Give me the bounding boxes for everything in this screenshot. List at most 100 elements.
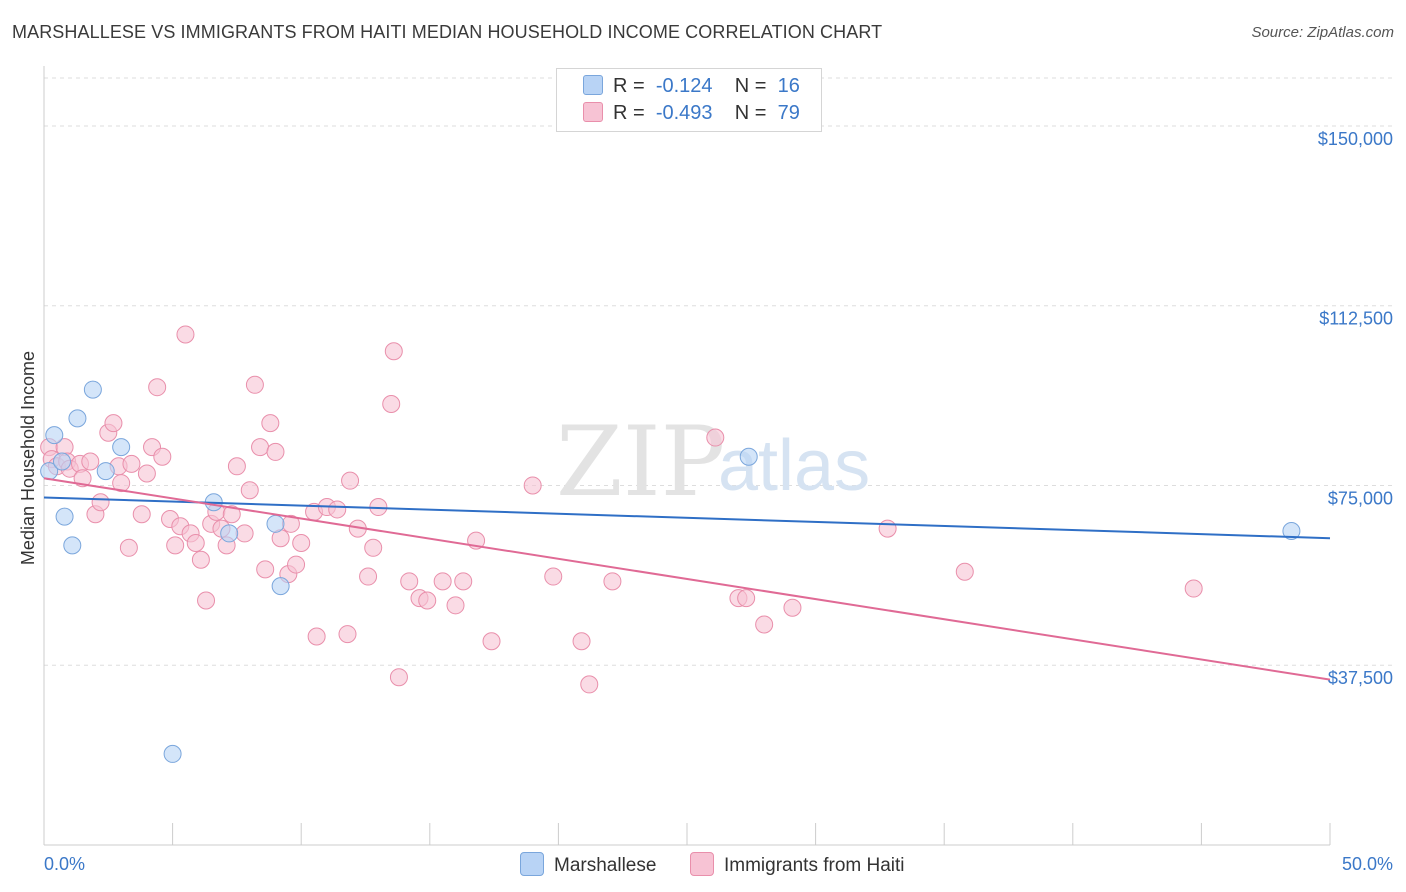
- trend-lines: [43, 477, 1331, 681]
- bottom-legend-label: Marshallese: [554, 855, 657, 876]
- legend-swatch-pink: [583, 102, 603, 122]
- y-tick-label: $75,000: [1328, 488, 1393, 508]
- point-marshallese: [163, 744, 182, 763]
- point-haiti: [307, 627, 326, 646]
- legend-row-marshallese: R = -0.124 N = 16: [583, 75, 800, 101]
- point-haiti: [338, 625, 357, 644]
- point-haiti: [544, 567, 563, 586]
- point-haiti: [104, 414, 123, 433]
- point-haiti: [1184, 579, 1203, 598]
- y-axis-title: Median Household Income: [18, 351, 38, 565]
- y-tick-label: $150,000: [1318, 129, 1393, 149]
- point-haiti: [222, 505, 241, 524]
- point-marshallese: [1282, 522, 1301, 541]
- data-points: [40, 325, 1301, 763]
- point-haiti: [523, 476, 542, 495]
- legend-r-label: R =: [613, 75, 645, 97]
- point-haiti: [384, 342, 403, 361]
- point-haiti: [73, 469, 92, 488]
- point-haiti: [251, 438, 270, 457]
- point-haiti: [256, 560, 275, 579]
- point-haiti: [482, 632, 501, 651]
- point-marshallese: [112, 438, 131, 457]
- legend-n-label: N =: [734, 75, 767, 97]
- axes: [43, 66, 1331, 846]
- axis-labels: $37,500 $75,000 $112,500 $150,000 0.0% 50.0% M…: [18, 129, 1393, 874]
- point-marshallese: [83, 380, 102, 399]
- chart-title: MARSHALLESE VS IMMIGRANTS FROM HAITI MED…: [12, 22, 883, 42]
- point-haiti: [706, 428, 725, 447]
- point-haiti: [81, 452, 100, 471]
- point-haiti: [737, 589, 756, 608]
- x-tick-label: 0.0%: [44, 854, 85, 874]
- legend-r-label: R =: [613, 102, 645, 124]
- legend-r-value: -0.493: [655, 102, 713, 124]
- point-haiti: [341, 471, 360, 490]
- point-haiti: [166, 536, 185, 555]
- point-marshallese: [68, 409, 87, 428]
- point-marshallese: [739, 447, 758, 466]
- source-label: Source: ZipAtlas.com: [1251, 24, 1394, 41]
- legend-row-haiti: R = -0.493 N = 79: [583, 102, 800, 128]
- point-marshallese: [266, 514, 285, 533]
- point-haiti: [755, 615, 774, 634]
- point-haiti: [235, 524, 254, 543]
- point-haiti: [176, 325, 195, 344]
- point-marshallese: [220, 524, 239, 543]
- point-haiti: [112, 474, 131, 493]
- grid-lines: [44, 77, 1395, 666]
- watermark: ZIP atlas: [556, 406, 870, 518]
- trend-line-marshallese: [43, 496, 1331, 540]
- legend-n-label: N =: [734, 102, 767, 124]
- watermark-zip: ZIP: [556, 406, 725, 518]
- point-marshallese: [55, 507, 74, 526]
- point-haiti: [364, 538, 383, 557]
- point-haiti: [186, 533, 205, 552]
- bottom-legend-marshallese[interactable]: Marshallese: [520, 852, 656, 877]
- point-haiti: [328, 500, 347, 519]
- point-haiti: [783, 598, 802, 617]
- bottom-legend-swatch-blue: [520, 852, 544, 876]
- x-tick-label: 50.0%: [1342, 854, 1393, 874]
- point-haiti: [240, 481, 259, 500]
- y-tick-label: $37,500: [1328, 668, 1393, 688]
- point-haiti: [400, 572, 419, 591]
- point-haiti: [446, 596, 465, 615]
- point-haiti: [955, 562, 974, 581]
- point-haiti: [137, 464, 156, 483]
- y-tick-label: $112,500: [1319, 309, 1393, 329]
- point-marshallese: [271, 577, 290, 596]
- point-haiti: [292, 533, 311, 552]
- point-haiti: [418, 591, 437, 610]
- point-haiti: [359, 567, 378, 586]
- legend-n-value: 79: [777, 102, 800, 124]
- point-haiti: [433, 572, 452, 591]
- point-haiti: [132, 505, 151, 524]
- legend-n-value: 16: [777, 75, 800, 97]
- watermark-atlas: atlas: [718, 426, 870, 506]
- point-haiti: [119, 538, 138, 557]
- point-marshallese: [45, 426, 64, 445]
- legend-r-value: -0.124: [655, 75, 713, 97]
- bottom-legend-haiti[interactable]: Immigrants from Haiti: [690, 852, 905, 877]
- point-haiti: [454, 572, 473, 591]
- point-haiti: [191, 550, 210, 569]
- point-haiti: [580, 675, 599, 694]
- point-haiti: [389, 668, 408, 687]
- point-haiti: [266, 442, 285, 461]
- point-haiti: [197, 591, 216, 610]
- point-haiti: [382, 394, 401, 413]
- correlation-legend: R = -0.124 N = 16 R = -0.493 N = 79: [556, 68, 822, 132]
- bottom-legend-label: Immigrants from Haiti: [724, 855, 905, 876]
- point-haiti: [148, 378, 167, 397]
- legend-swatch-blue: [583, 75, 603, 95]
- point-haiti: [122, 454, 141, 473]
- point-haiti: [603, 572, 622, 591]
- point-marshallese: [63, 536, 82, 555]
- bottom-legend-swatch-pink: [690, 852, 714, 876]
- point-marshallese: [53, 452, 72, 471]
- trend-line-haiti: [43, 477, 1331, 681]
- point-haiti: [878, 519, 897, 538]
- point-haiti: [261, 414, 280, 433]
